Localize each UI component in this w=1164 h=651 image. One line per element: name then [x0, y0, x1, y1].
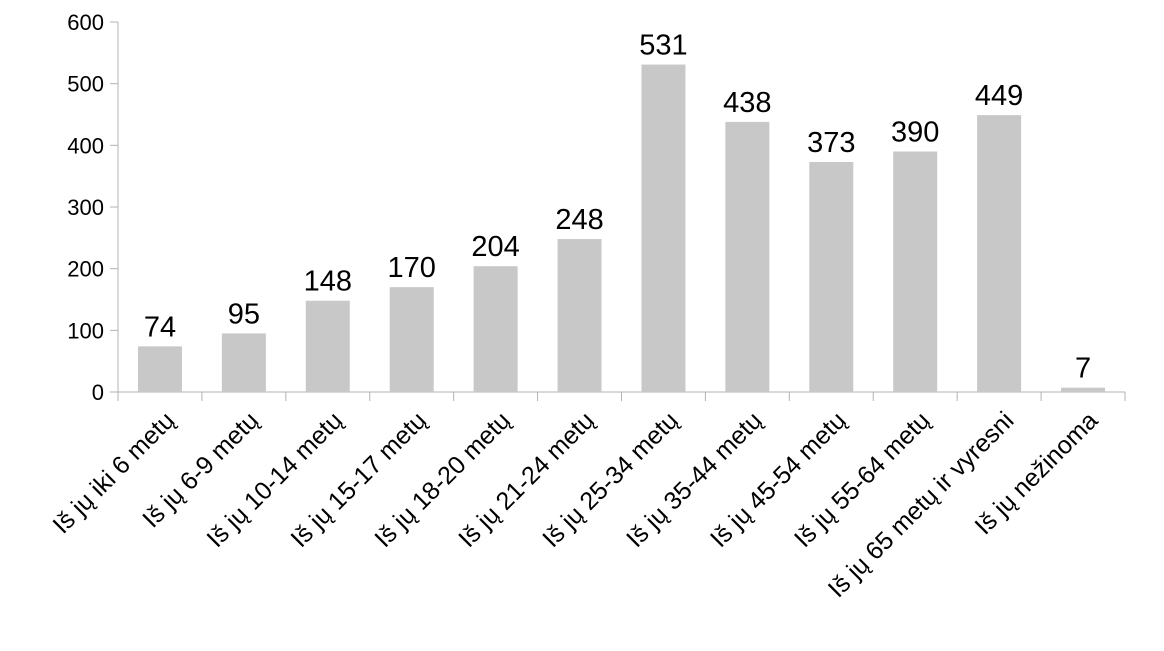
data-label: 438 — [723, 87, 771, 119]
data-label: 373 — [807, 127, 855, 159]
bar — [977, 115, 1022, 392]
y-tick-label: 600 — [67, 10, 104, 35]
y-tick-label: 400 — [67, 133, 104, 158]
bar — [473, 266, 518, 392]
data-label: 170 — [388, 252, 436, 284]
bar — [557, 239, 602, 392]
x-axis — [117, 391, 1126, 401]
data-label: 531 — [639, 30, 687, 62]
data-labels: 74 95 148 170 204 248 531 438 373 390 449 7 — [144, 30, 1091, 385]
data-label: 449 — [975, 80, 1023, 112]
bar — [221, 333, 266, 392]
data-label: 390 — [891, 117, 939, 149]
bar — [641, 64, 686, 393]
bar — [137, 346, 182, 392]
bar — [809, 161, 854, 392]
data-label: 7 — [1075, 353, 1091, 385]
data-label: 148 — [304, 266, 352, 298]
y-tick-label: 0 — [92, 380, 104, 405]
bar — [893, 151, 938, 392]
bars — [137, 64, 1106, 393]
bar — [389, 287, 434, 392]
data-label: 204 — [471, 231, 519, 263]
y-axis: 0 100 200 300 400 500 600 — [67, 10, 119, 405]
y-tick-label: 200 — [67, 257, 104, 282]
y-tick-label: 300 — [67, 195, 104, 220]
bar — [305, 300, 350, 392]
data-label: 95 — [228, 298, 260, 330]
y-tick-label: 100 — [67, 318, 104, 343]
bar — [1061, 387, 1106, 392]
data-label: 74 — [144, 311, 176, 343]
y-tick-label: 500 — [67, 72, 104, 97]
data-label: 248 — [555, 204, 603, 236]
bar — [725, 121, 770, 393]
